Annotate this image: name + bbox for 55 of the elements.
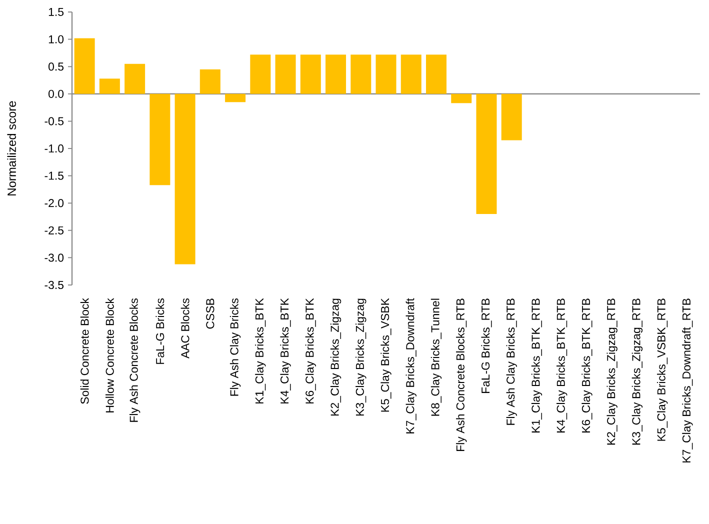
- bar: [426, 54, 446, 94]
- x-tick-label: FaL-G Bricks_RTB: [481, 298, 492, 393]
- x-tick-label: K3_Clay Bricks_Zigzag_RTB: [632, 298, 643, 445]
- y-tick-label: -3.0: [44, 254, 64, 262]
- bar: [250, 54, 271, 94]
- y-tick-label: 0.0: [48, 90, 64, 98]
- y-tick-label: -1.5: [44, 172, 64, 180]
- bar: [501, 94, 522, 140]
- bar: [74, 38, 95, 94]
- bar: [275, 54, 296, 94]
- bar: [225, 94, 246, 102]
- bar: [150, 94, 170, 186]
- bar: [174, 94, 196, 264]
- bar: [451, 94, 472, 104]
- y-tick-label: -3.5: [44, 280, 64, 290]
- x-tick-label: CSSB: [206, 298, 214, 329]
- x-tick-label: K6_Clay Bricks_BTK: [305, 298, 316, 404]
- bar: [200, 69, 220, 94]
- x-tick-label: Solid Concrete Block: [80, 298, 89, 404]
- x-tick-label: K8_Clay Bricks_Tunnel: [430, 298, 442, 416]
- bar: [124, 64, 146, 94]
- x-tick-label: Fly Ash Concrete Blocks: [129, 298, 140, 422]
- x-tick-label: K3_Clay Bricks_Zigzag: [356, 298, 366, 416]
- x-tick-label: K7_Clay Bricks_Downdraft_RTB: [682, 298, 693, 462]
- x-tick-label: K4_Clay Bricks_BTK_RTB: [556, 298, 568, 432]
- x-tick-label: Hollow Concrete Block: [105, 298, 114, 412]
- x-tick-label: K5_Clay Bricks_VSBK_RTB: [656, 298, 668, 441]
- bar: [99, 78, 120, 94]
- x-tick-label: Fly Ash Clay Bricks_RTB: [506, 298, 517, 425]
- y-tick-label: -0.5: [44, 117, 64, 126]
- bar: [300, 54, 321, 94]
- y-tick-label: -2.0: [44, 199, 64, 208]
- x-tick-label: K2_Clay Bricks_Zigzag_RTB: [606, 298, 618, 445]
- bar: [476, 94, 497, 214]
- y-tick-label: 1.5: [48, 8, 64, 16]
- y-tick-label: 0.5: [48, 62, 64, 71]
- bar: [326, 54, 346, 94]
- x-tick-label: K1_Clay Bricks_BTK_RTB: [531, 298, 542, 432]
- y-axis-title: Normailized score: [7, 101, 16, 196]
- x-tick-label: K6_Clay Bricks_BTK_RTB: [582, 298, 592, 432]
- y-tick-label: -2.5: [44, 226, 64, 234]
- x-tick-label: Fly Ash Clay Bricks: [230, 298, 241, 396]
- x-tick-label: Fly Ash Concrete Blocks_RTB: [456, 298, 467, 451]
- x-tick-label: AAC Blocks: [180, 298, 190, 358]
- x-tick-label: K4_Clay Bricks_BTK: [280, 298, 291, 404]
- bar: [376, 54, 396, 94]
- y-tick-label: 1.0: [48, 35, 64, 44]
- bar: [350, 54, 372, 94]
- y-tick-label: -1.0: [44, 144, 64, 153]
- x-tick-label: K5_Clay Bricks_VSBK: [380, 298, 392, 412]
- x-tick-label: K2_Clay Bricks_Zigzag: [330, 298, 342, 416]
- x-tick-label: FaL-G Bricks: [156, 298, 164, 364]
- x-tick-label: K1_Clay Bricks_BTK: [255, 298, 266, 404]
- bar: [400, 54, 422, 94]
- x-tick-label: K7_Clay Bricks_Downdraft: [406, 298, 416, 434]
